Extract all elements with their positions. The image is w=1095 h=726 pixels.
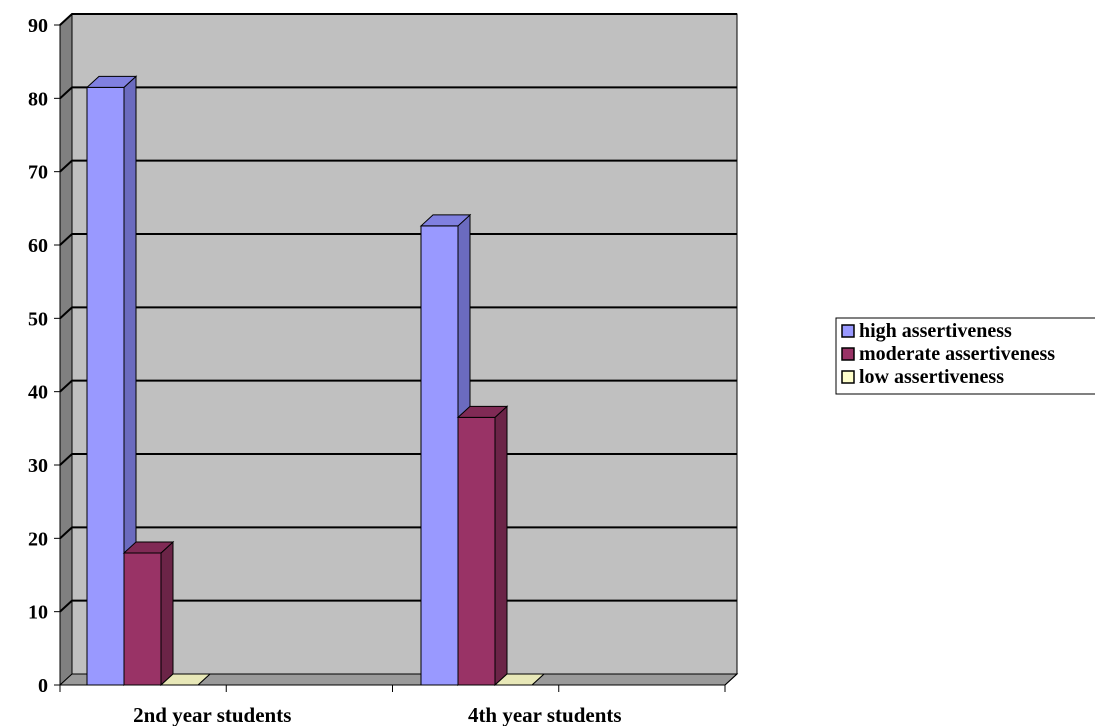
gridline [59, 13, 737, 26]
y-tick-label: 90 [28, 15, 48, 37]
gridline [59, 86, 737, 100]
gridline [59, 599, 737, 613]
y-axis-tick-labels: 0 10 20 30 40 50 60 70 80 90 [28, 15, 48, 697]
y-tick-label: 70 [28, 162, 48, 184]
gridline [59, 453, 737, 466]
y-tick-label: 50 [28, 308, 48, 330]
bar-top [456, 405, 509, 418]
bar [456, 405, 509, 687]
bar-top [85, 75, 138, 88]
legend-label: moderate assertiveness [859, 343, 1055, 365]
bar-top [122, 541, 175, 554]
y-tick-label: 0 [38, 675, 48, 697]
bars [85, 75, 546, 687]
legend-label: high assertiveness [859, 320, 1012, 342]
gridline [59, 379, 737, 393]
gridline [59, 306, 737, 320]
y-tick-label: 80 [28, 88, 48, 110]
gridline [59, 526, 737, 540]
y-tick-label: 20 [28, 528, 48, 550]
x-category-label: 4th year students [468, 703, 622, 726]
bar-front [420, 225, 459, 686]
bar [122, 540, 175, 687]
y-tick-label: 40 [28, 382, 48, 404]
bar-front [123, 552, 162, 686]
legend-swatch [841, 324, 855, 338]
legend-box [835, 317, 1095, 395]
axes [54, 24, 738, 692]
plot-side-wall [59, 12, 73, 687]
legend-swatch [841, 347, 855, 361]
legend-label: low assertiveness [859, 366, 1004, 388]
bar-side [160, 540, 174, 687]
bar-front [86, 86, 125, 686]
y-tick-label: 60 [28, 235, 48, 257]
y-tick-label: 30 [28, 455, 48, 477]
y-tick-label: 10 [28, 602, 48, 624]
gridlines [59, 13, 737, 613]
bar [85, 75, 138, 687]
bar-side [494, 405, 508, 687]
gridline [59, 159, 737, 173]
x-axis-category-labels: 2nd year students 4th year students [133, 703, 621, 726]
bar-front [457, 416, 496, 686]
x-category-label: 2nd year students [133, 703, 291, 726]
gridline [59, 233, 737, 246]
legend-swatch [841, 370, 855, 384]
x-axis-depth-line [724, 673, 738, 686]
bar-top [419, 214, 472, 227]
